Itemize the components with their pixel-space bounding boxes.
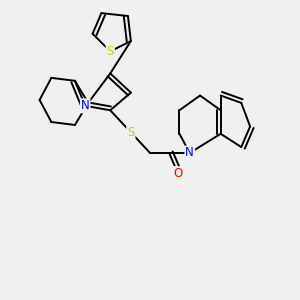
- Text: N: N: [185, 146, 194, 159]
- Text: S: S: [106, 45, 114, 58]
- Text: O: O: [173, 167, 183, 180]
- Text: S: S: [127, 126, 134, 139]
- Text: N: N: [81, 99, 90, 112]
